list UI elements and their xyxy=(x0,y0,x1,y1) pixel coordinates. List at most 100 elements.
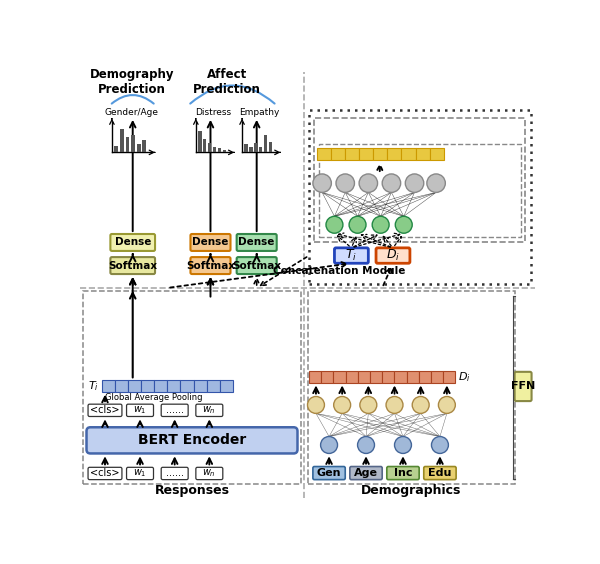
Bar xyxy=(401,148,416,160)
Bar xyxy=(213,147,216,152)
FancyBboxPatch shape xyxy=(127,468,154,479)
Text: Dense: Dense xyxy=(238,237,275,248)
Bar xyxy=(120,129,124,152)
FancyBboxPatch shape xyxy=(161,404,188,416)
Bar xyxy=(419,371,431,382)
Bar xyxy=(370,371,382,382)
FancyBboxPatch shape xyxy=(110,257,155,274)
Circle shape xyxy=(439,396,455,413)
FancyBboxPatch shape xyxy=(88,468,122,479)
Text: Edu: Edu xyxy=(428,468,452,478)
Bar xyxy=(141,380,154,392)
Bar xyxy=(308,291,515,484)
Text: Demographics: Demographics xyxy=(361,484,461,497)
Bar xyxy=(319,144,521,237)
Text: Empathy: Empathy xyxy=(239,108,280,117)
Bar xyxy=(115,380,128,392)
Bar xyxy=(206,380,220,392)
Text: $D_i$: $D_i$ xyxy=(458,370,471,384)
Text: <cls>: <cls> xyxy=(90,469,120,478)
Bar xyxy=(430,148,444,160)
Bar xyxy=(264,135,267,152)
Bar xyxy=(203,139,206,152)
Text: Inc: Inc xyxy=(394,468,412,478)
FancyBboxPatch shape xyxy=(313,466,345,479)
Circle shape xyxy=(395,437,412,453)
FancyBboxPatch shape xyxy=(387,466,419,479)
Bar xyxy=(317,148,331,160)
Bar xyxy=(194,380,206,392)
Bar xyxy=(358,371,370,382)
Text: FFN: FFN xyxy=(511,381,535,391)
Text: <cls>: <cls> xyxy=(90,406,120,415)
Text: Responses: Responses xyxy=(155,484,229,497)
Circle shape xyxy=(431,437,448,453)
Bar xyxy=(431,371,443,382)
Bar xyxy=(373,148,388,160)
Bar xyxy=(220,380,233,392)
Text: ......: ...... xyxy=(166,406,184,415)
Circle shape xyxy=(386,396,403,413)
Bar xyxy=(321,371,334,382)
Bar xyxy=(359,148,373,160)
Text: Gen: Gen xyxy=(317,468,341,478)
Text: Distress: Distress xyxy=(196,108,232,117)
FancyBboxPatch shape xyxy=(161,468,188,479)
FancyBboxPatch shape xyxy=(190,257,230,274)
FancyBboxPatch shape xyxy=(196,468,223,479)
Circle shape xyxy=(405,174,424,192)
Text: ......: ...... xyxy=(166,469,184,478)
Bar xyxy=(128,380,141,392)
Bar xyxy=(407,371,419,382)
FancyBboxPatch shape xyxy=(88,404,122,416)
FancyBboxPatch shape xyxy=(190,234,230,251)
Bar xyxy=(249,147,253,152)
Circle shape xyxy=(320,437,338,453)
Bar xyxy=(345,148,359,160)
Bar xyxy=(142,140,146,152)
Bar xyxy=(331,148,345,160)
Text: Softmax: Softmax xyxy=(108,261,157,271)
Bar xyxy=(154,380,167,392)
FancyBboxPatch shape xyxy=(236,234,277,251)
Bar xyxy=(394,371,407,382)
Bar xyxy=(443,371,455,382)
FancyBboxPatch shape xyxy=(424,466,456,479)
Circle shape xyxy=(336,174,355,192)
FancyBboxPatch shape xyxy=(350,466,382,479)
Bar xyxy=(114,146,118,152)
Circle shape xyxy=(382,174,401,192)
Text: $T_i$: $T_i$ xyxy=(346,248,358,263)
Bar xyxy=(309,110,531,284)
Bar xyxy=(254,143,257,152)
Bar xyxy=(125,138,130,152)
Bar xyxy=(314,118,526,242)
Circle shape xyxy=(334,396,350,413)
Bar xyxy=(309,371,321,382)
Circle shape xyxy=(308,396,325,413)
Bar xyxy=(244,144,248,152)
Bar xyxy=(223,149,226,152)
Circle shape xyxy=(313,174,331,192)
Circle shape xyxy=(349,216,366,233)
Circle shape xyxy=(372,216,389,233)
Text: $w_1$: $w_1$ xyxy=(133,468,147,479)
Bar xyxy=(181,380,194,392)
Bar xyxy=(167,380,181,392)
Bar xyxy=(131,135,135,152)
Bar xyxy=(334,371,346,382)
Text: Softmax: Softmax xyxy=(232,261,281,271)
FancyBboxPatch shape xyxy=(86,428,298,453)
Text: $T_i$: $T_i$ xyxy=(88,379,99,393)
Bar xyxy=(208,143,211,152)
Text: Dense: Dense xyxy=(115,237,151,248)
FancyBboxPatch shape xyxy=(515,372,532,401)
Bar xyxy=(382,371,394,382)
Text: $D_i$: $D_i$ xyxy=(386,248,400,263)
FancyBboxPatch shape xyxy=(236,257,277,274)
Text: Age: Age xyxy=(354,468,378,478)
Bar xyxy=(269,142,272,152)
Bar xyxy=(259,147,262,152)
Bar xyxy=(137,144,141,152)
Bar xyxy=(218,148,221,152)
